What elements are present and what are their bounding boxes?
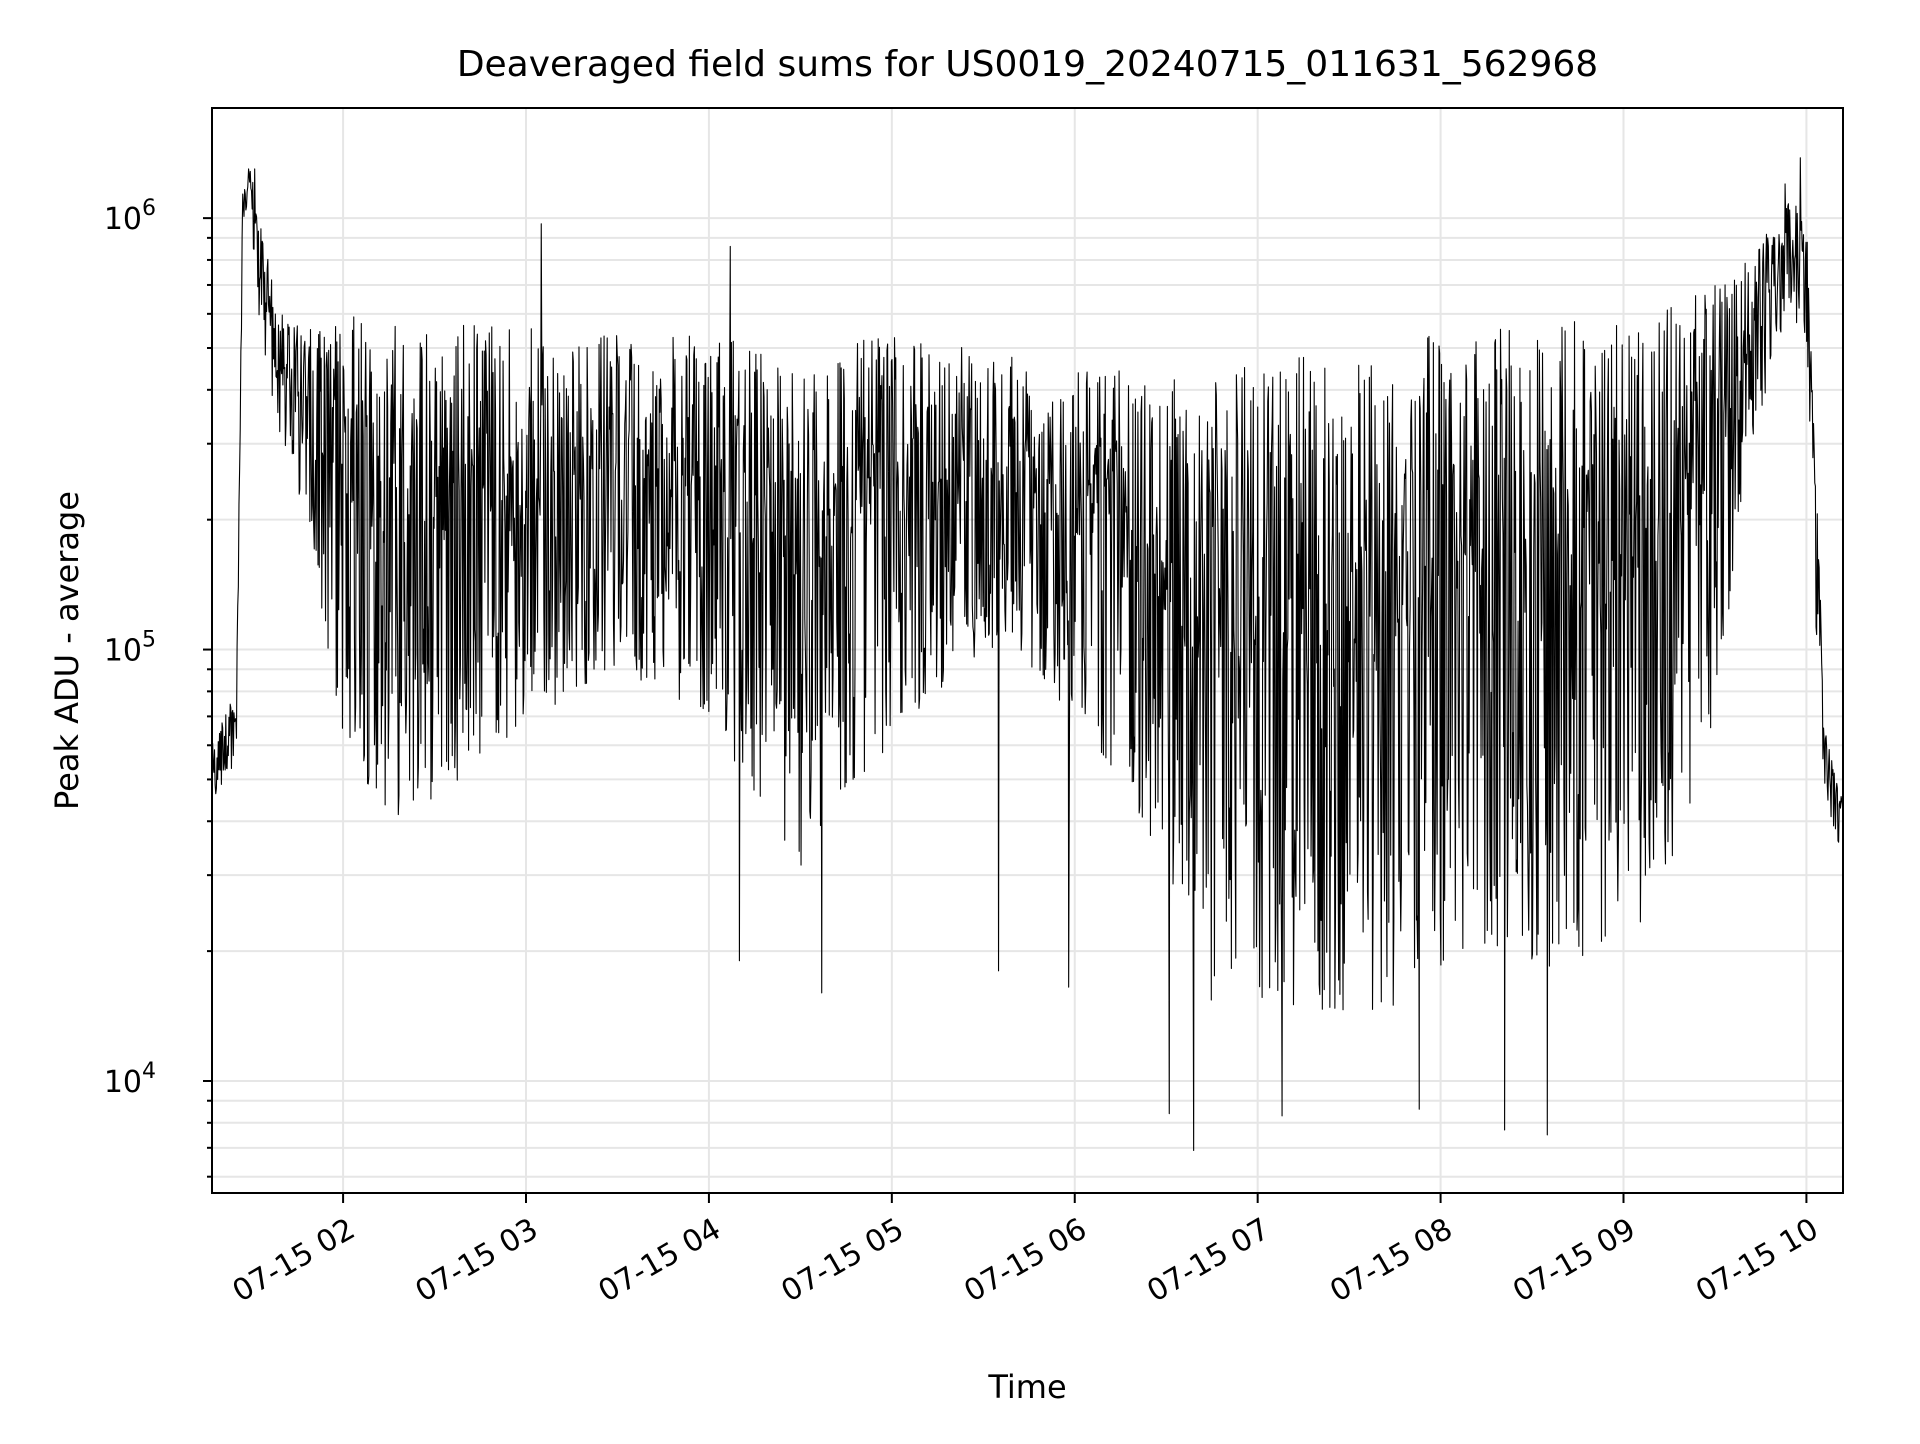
data-layer <box>211 157 1844 1152</box>
y-tick-label: 104 <box>104 1059 156 1100</box>
series-line <box>211 157 1844 1152</box>
y-tick-label: 106 <box>104 196 156 237</box>
chart-title: Deaveraged field sums for US0019_2024071… <box>457 44 1598 85</box>
x-axis-label: Time <box>987 1368 1066 1406</box>
y-tick-label: 105 <box>104 628 156 669</box>
y-axis-label: Peak ADU - average <box>48 491 86 810</box>
